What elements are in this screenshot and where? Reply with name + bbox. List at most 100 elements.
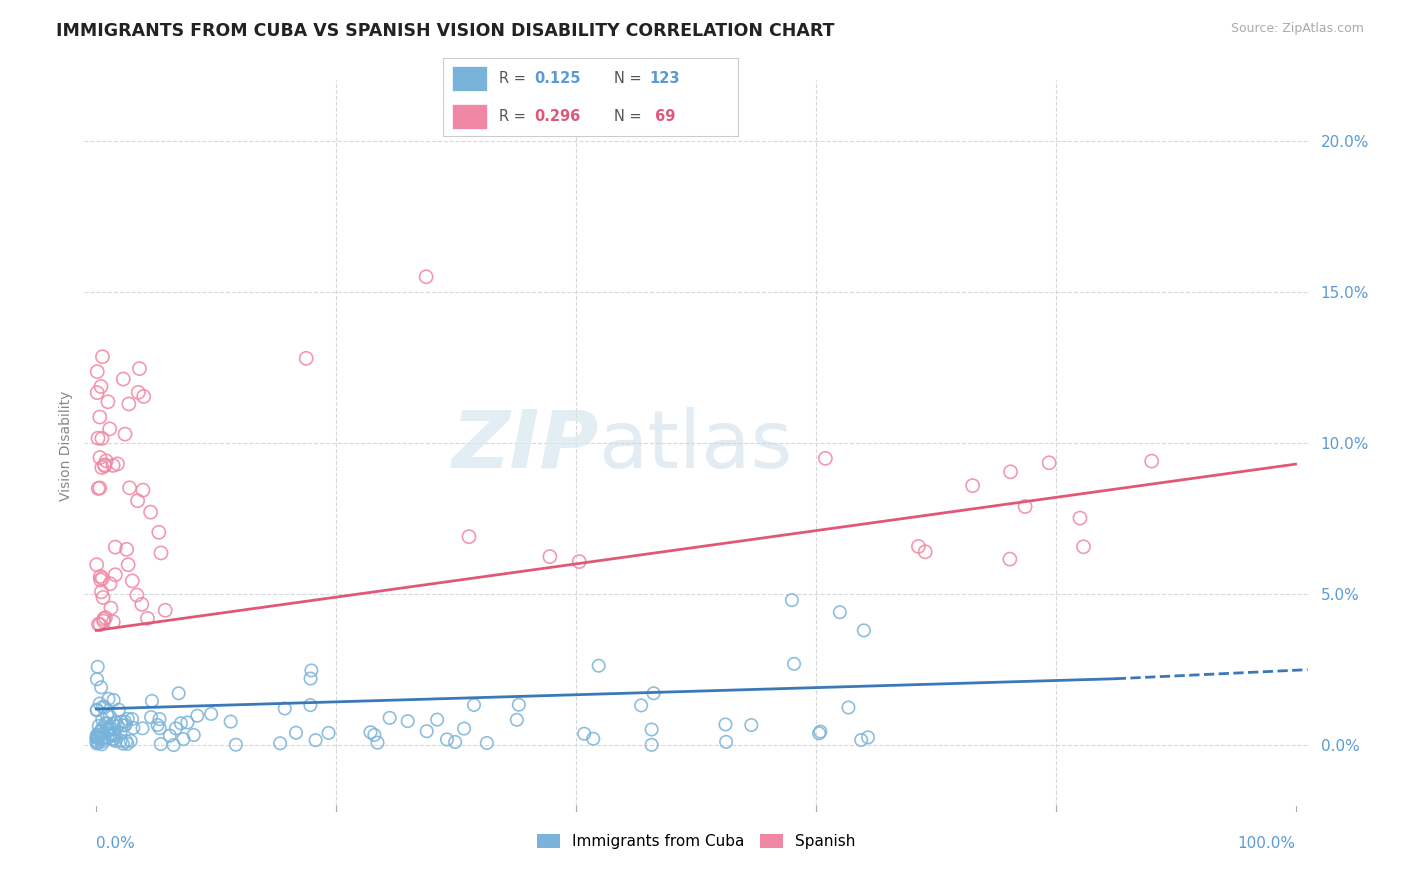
Point (104, 734, 127, 748)
Point (630, 698, 652, 713)
Point (103, 693, 125, 707)
Point (107, 719, 129, 733)
Point (100, 601, 122, 615)
Point (962, 478, 984, 492)
Point (810, 724, 832, 739)
Point (94, 610, 117, 624)
Point (87, 730, 110, 744)
Point (103, 731, 125, 746)
Point (127, 493, 149, 508)
Point (506, 713, 529, 727)
Point (89, 450, 111, 465)
Point (170, 716, 193, 731)
Text: IMMIGRANTS FROM CUBA VS SPANISH VISION DISABILITY CORRELATION CHART: IMMIGRANTS FROM CUBA VS SPANISH VISION D… (56, 22, 835, 40)
Point (86, 730, 108, 744)
Text: ZIP: ZIP (451, 407, 598, 485)
Point (86, 734, 108, 748)
Point (183, 728, 205, 742)
Point (149, 721, 172, 735)
Point (120, 734, 142, 748)
Text: Source: ZipAtlas.com: Source: ZipAtlas.com (1230, 22, 1364, 36)
Point (104, 540, 127, 554)
Point (851, 733, 873, 747)
Point (640, 738, 662, 752)
Point (172, 732, 194, 747)
Point (121, 712, 143, 726)
Point (127, 385, 149, 400)
Point (89, 727, 111, 741)
Point (90, 680, 112, 694)
Text: N =: N = (614, 109, 647, 124)
Point (87, 719, 110, 733)
Point (219, 714, 242, 729)
Point (176, 715, 198, 730)
Point (907, 540, 929, 554)
Point (1038, 456, 1060, 470)
Point (225, 738, 247, 752)
Point (640, 723, 662, 737)
Point (91, 722, 114, 736)
Point (91, 713, 114, 727)
Point (89, 569, 111, 583)
Point (582, 731, 605, 746)
Point (643, 686, 665, 700)
Point (1000, 465, 1022, 479)
Point (104, 727, 127, 741)
Point (146, 718, 169, 732)
Point (131, 722, 153, 736)
Point (86, 703, 108, 717)
Point (87, 431, 110, 445)
Point (125, 588, 148, 602)
Point (139, 710, 162, 724)
Point (131, 598, 153, 612)
Text: 100.0%: 100.0% (1237, 836, 1295, 851)
Point (103, 726, 125, 740)
Point (87, 736, 110, 750)
Point (167, 686, 190, 700)
Point (86, 727, 108, 741)
Text: 0.0%: 0.0% (97, 836, 135, 851)
Point (367, 736, 389, 750)
Point (90, 731, 112, 746)
Point (89, 410, 111, 425)
Point (103, 732, 125, 747)
Point (1014, 500, 1036, 514)
Point (808, 726, 831, 740)
Point (568, 555, 591, 569)
Point (115, 542, 138, 557)
Point (269, 736, 291, 750)
Point (86, 660, 108, 674)
Point (90, 379, 112, 393)
Point (117, 737, 139, 751)
FancyBboxPatch shape (451, 103, 486, 128)
Point (117, 558, 139, 572)
Point (115, 734, 138, 748)
Point (132, 389, 155, 403)
Point (1069, 511, 1091, 525)
Point (114, 714, 136, 729)
Point (93, 458, 115, 472)
Point (508, 698, 530, 712)
Point (110, 714, 132, 729)
Point (89, 724, 111, 739)
Point (98, 576, 121, 591)
Point (90, 585, 112, 599)
Point (90, 723, 112, 738)
Point (118, 397, 141, 411)
Point (87, 482, 110, 496)
Legend: Immigrants from Cuba, Spanish: Immigrants from Cuba, Spanish (530, 828, 862, 855)
Point (200, 706, 222, 721)
Point (136, 611, 159, 625)
Text: R =: R = (499, 70, 530, 86)
Point (104, 715, 127, 730)
Point (1073, 540, 1095, 554)
Point (89, 617, 111, 632)
Point (165, 722, 187, 736)
Point (783, 657, 806, 671)
Text: R =: R = (499, 109, 530, 124)
Point (91, 737, 114, 751)
Point (91, 350, 114, 364)
Point (162, 738, 184, 752)
Point (86, 385, 108, 400)
Point (96, 731, 118, 745)
